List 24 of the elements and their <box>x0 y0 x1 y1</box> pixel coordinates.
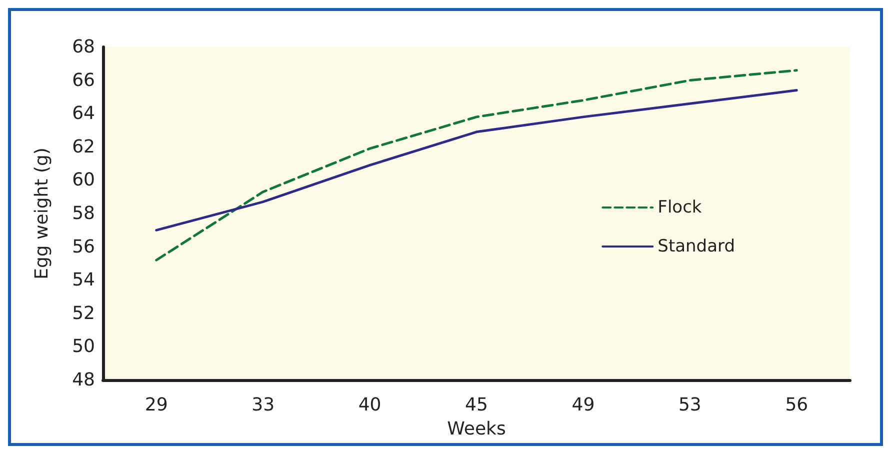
line-series <box>155 89 798 232</box>
y-tick-label: 68 <box>72 36 95 58</box>
x-tick-label: 29 <box>144 394 168 416</box>
y-tick-label: 58 <box>72 203 95 224</box>
x-tick-label: 53 <box>678 394 702 416</box>
legend-label: Flock <box>658 198 702 218</box>
x-tick-label: 33 <box>252 394 275 416</box>
y-tick-label: 60 <box>72 170 95 191</box>
y-tick-label: 52 <box>72 302 95 324</box>
y-tick-label: 54 <box>72 270 95 291</box>
y-tick-label: 66 <box>72 70 95 91</box>
x-tick-label: 56 <box>785 394 808 416</box>
y-tick-label: 64 <box>72 103 95 124</box>
x-tick-label: 45 <box>465 394 488 416</box>
x-tick-label: 40 <box>358 394 382 416</box>
y-tick-label: 48 <box>72 370 95 390</box>
y-axis-title: Egg weight (g) <box>32 148 52 280</box>
line-series <box>155 69 798 262</box>
y-tick-label: 50 <box>72 336 95 358</box>
x-tick-label: 49 <box>572 394 595 416</box>
y-tick-label: 62 <box>72 136 95 158</box>
legend-label: Standard <box>658 236 736 256</box>
y-tick-label: 56 <box>72 236 95 258</box>
x-axis-title: Weeks <box>447 418 506 440</box>
